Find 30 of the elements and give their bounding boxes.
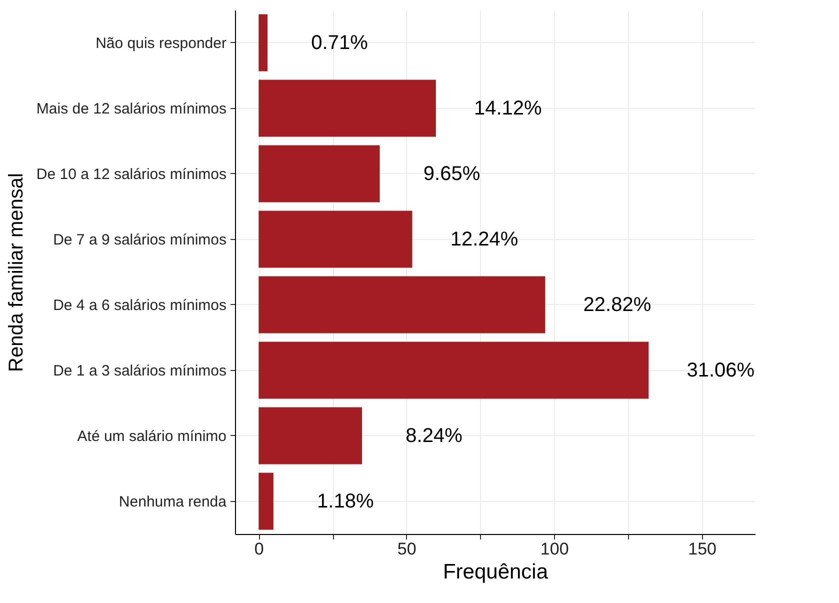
annotation: 9.65% xyxy=(423,162,480,185)
x-tick-label: 150 xyxy=(688,540,717,558)
bar xyxy=(258,407,362,464)
x-tick-label: 100 xyxy=(540,540,569,558)
y-tick-label: De 4 a 6 salários mínimos xyxy=(53,296,226,314)
bar xyxy=(258,342,649,399)
annotation: 0.71% xyxy=(311,32,368,54)
bar xyxy=(258,14,268,72)
bar xyxy=(258,210,412,268)
bar xyxy=(258,276,546,334)
bar xyxy=(258,472,274,530)
y-tick-label: Não quis responder xyxy=(96,34,226,52)
y-axis-title: Renda familiar mensal xyxy=(5,173,28,372)
x-tick-label: 50 xyxy=(397,540,416,558)
annotation: 12.24% xyxy=(450,228,518,250)
x-axis-title: Frequência xyxy=(442,560,548,584)
y-tick-label: Até um salário mínimo xyxy=(77,428,226,445)
annotation: 8.24% xyxy=(406,424,463,447)
annotation: 22.82% xyxy=(583,294,652,316)
annotation: 14.12% xyxy=(474,97,542,120)
y-tick-label: De 10 a 12 salários mínimos xyxy=(36,166,226,183)
bar xyxy=(258,145,380,202)
y-tick-label: Mais de 12 salários mínimos xyxy=(36,100,226,118)
annotation: 1.18% xyxy=(317,490,374,512)
bar xyxy=(258,80,436,137)
annotation: 31.06% xyxy=(686,359,755,382)
y-tick-label: Nenhuma renda xyxy=(118,493,228,510)
x-tick-label: 0 xyxy=(254,540,264,558)
y-tick-label: De 1 a 3 salários mínimos xyxy=(53,362,226,380)
y-tick-label: De 7 a 9 salários mínimos xyxy=(53,231,226,248)
